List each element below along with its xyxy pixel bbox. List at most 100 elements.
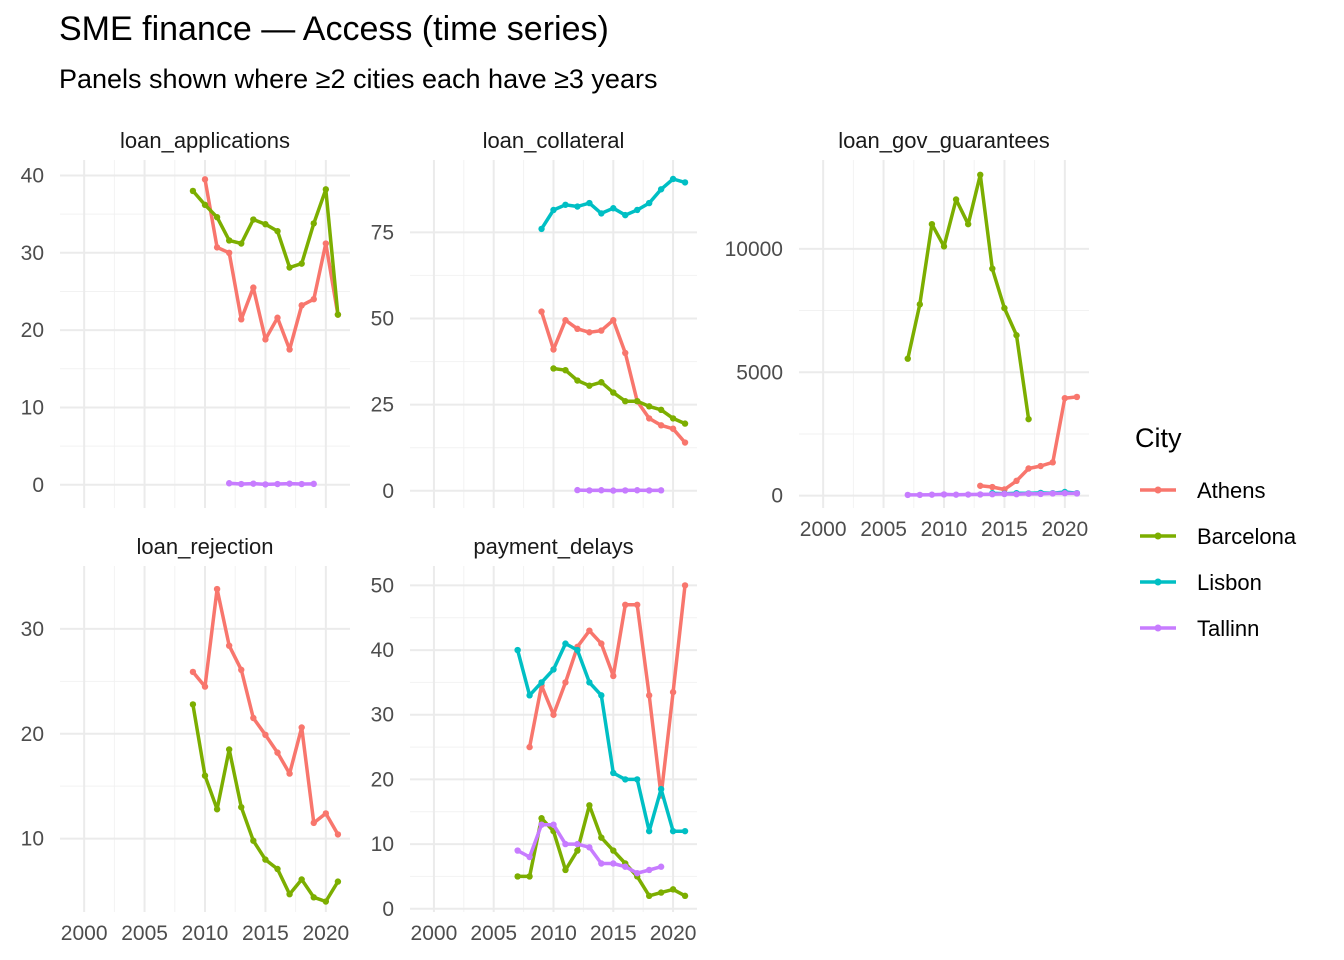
data-point-barcelona	[189, 187, 197, 195]
panel-strip-label: loan_gov_guarantees	[838, 128, 1050, 153]
data-point-barcelona	[213, 214, 221, 221]
legend-label-lisbon: Lisbon	[1197, 570, 1262, 595]
data-point-barcelona	[250, 216, 257, 223]
data-point-tallinn	[274, 480, 281, 488]
x-tick-label: 2005	[121, 922, 168, 945]
data-point-barcelona	[657, 889, 665, 896]
data-point-athens	[1025, 465, 1032, 472]
legend: City Athens Barcelona Lisbon Tallinn	[1135, 423, 1297, 641]
data-point-athens	[669, 425, 677, 432]
data-point-tallinn	[538, 821, 545, 828]
data-point-athens	[977, 482, 984, 489]
y-tick-label: 25	[371, 394, 394, 417]
data-point-lisbon	[574, 203, 581, 210]
data-point-tallinn	[610, 860, 617, 867]
x-tick-label: 2020	[302, 922, 349, 945]
data-point-tallinn	[286, 480, 293, 487]
data-point-barcelona	[610, 847, 617, 854]
data-point-barcelona	[201, 772, 209, 779]
data-point-athens	[298, 724, 305, 731]
data-point-barcelona	[238, 803, 245, 811]
data-point-lisbon	[645, 199, 653, 207]
data-point-athens	[201, 683, 209, 690]
data-point-tallinn	[1073, 490, 1081, 497]
data-point-athens	[610, 672, 617, 680]
data-point-barcelona	[189, 701, 197, 708]
data-point-athens	[250, 284, 257, 291]
data-point-athens	[574, 325, 581, 333]
data-point-lisbon	[622, 776, 629, 783]
data-point-barcelona	[610, 389, 617, 396]
x-tick-label: 2015	[242, 922, 289, 945]
y-tick-label: 0	[32, 474, 44, 497]
data-point-tallinn	[598, 487, 605, 494]
data-point-athens	[598, 327, 605, 334]
y-tick-label: 30	[371, 704, 394, 727]
data-point-tallinn	[657, 487, 665, 494]
data-point-athens	[657, 422, 665, 429]
y-tick-label: 30	[21, 618, 44, 641]
data-point-athens	[225, 249, 233, 256]
legend-label-barcelona: Barcelona	[1197, 524, 1297, 549]
data-point-athens	[681, 439, 689, 446]
data-point-barcelona	[562, 366, 569, 374]
legend-key-point	[1154, 532, 1162, 540]
data-point-tallinn	[989, 490, 996, 498]
data-point-barcelona	[977, 171, 984, 179]
data-point-tallinn	[1061, 489, 1069, 497]
data-point-barcelona	[225, 237, 233, 244]
data-point-lisbon	[562, 640, 569, 647]
data-point-athens	[538, 308, 545, 315]
data-point-barcelona	[225, 746, 233, 753]
data-point-barcelona	[298, 260, 305, 267]
data-point-barcelona	[574, 377, 581, 384]
data-point-lisbon	[550, 206, 557, 214]
data-point-barcelona	[201, 201, 209, 209]
data-point-barcelona	[514, 873, 521, 880]
data-point-barcelona	[322, 898, 330, 905]
data-point-athens	[189, 668, 197, 676]
data-point-athens	[213, 585, 221, 593]
data-point-barcelona	[989, 265, 996, 272]
data-point-barcelona	[574, 847, 581, 854]
data-point-lisbon	[586, 679, 593, 686]
data-point-barcelona	[586, 382, 593, 389]
y-tick-label: 10000	[725, 238, 783, 261]
y-tick-label: 50	[371, 307, 394, 330]
data-point-lisbon	[681, 827, 689, 835]
legend-title: City	[1135, 423, 1182, 453]
data-point-athens	[238, 316, 245, 323]
panel-strip-label: payment_delays	[473, 534, 633, 559]
data-point-athens	[1073, 393, 1081, 401]
data-point-barcelona	[286, 890, 293, 898]
data-point-tallinn	[238, 480, 245, 488]
legend-label-tallinn: Tallinn	[1197, 616, 1259, 641]
data-point-barcelona	[322, 186, 330, 193]
data-point-lisbon	[574, 646, 581, 654]
data-point-tallinn	[250, 480, 257, 487]
x-tick-label: 2000	[800, 518, 847, 541]
data-point-barcelona	[622, 397, 629, 405]
data-point-athens	[989, 483, 996, 491]
data-point-lisbon	[586, 199, 593, 207]
data-point-athens	[1037, 462, 1044, 470]
data-point-athens	[586, 627, 593, 634]
data-point-athens	[598, 640, 605, 647]
data-point-tallinn	[1025, 490, 1032, 497]
data-point-tallinn	[964, 491, 972, 498]
x-tick-label: 2000	[61, 922, 108, 945]
data-point-tallinn	[940, 491, 948, 498]
data-point-barcelona	[916, 301, 924, 308]
data-point-barcelona	[964, 220, 972, 228]
data-point-athens	[262, 336, 269, 343]
data-point-barcelona	[298, 876, 305, 883]
series-line-barcelona	[551, 366, 687, 426]
y-tick-label: 30	[21, 242, 44, 265]
y-tick-label: 5000	[736, 361, 783, 384]
data-point-athens	[550, 346, 557, 353]
data-point-athens	[225, 642, 233, 649]
data-point-lisbon	[634, 206, 641, 214]
data-point-tallinn	[952, 491, 960, 498]
data-point-athens	[1013, 477, 1020, 485]
